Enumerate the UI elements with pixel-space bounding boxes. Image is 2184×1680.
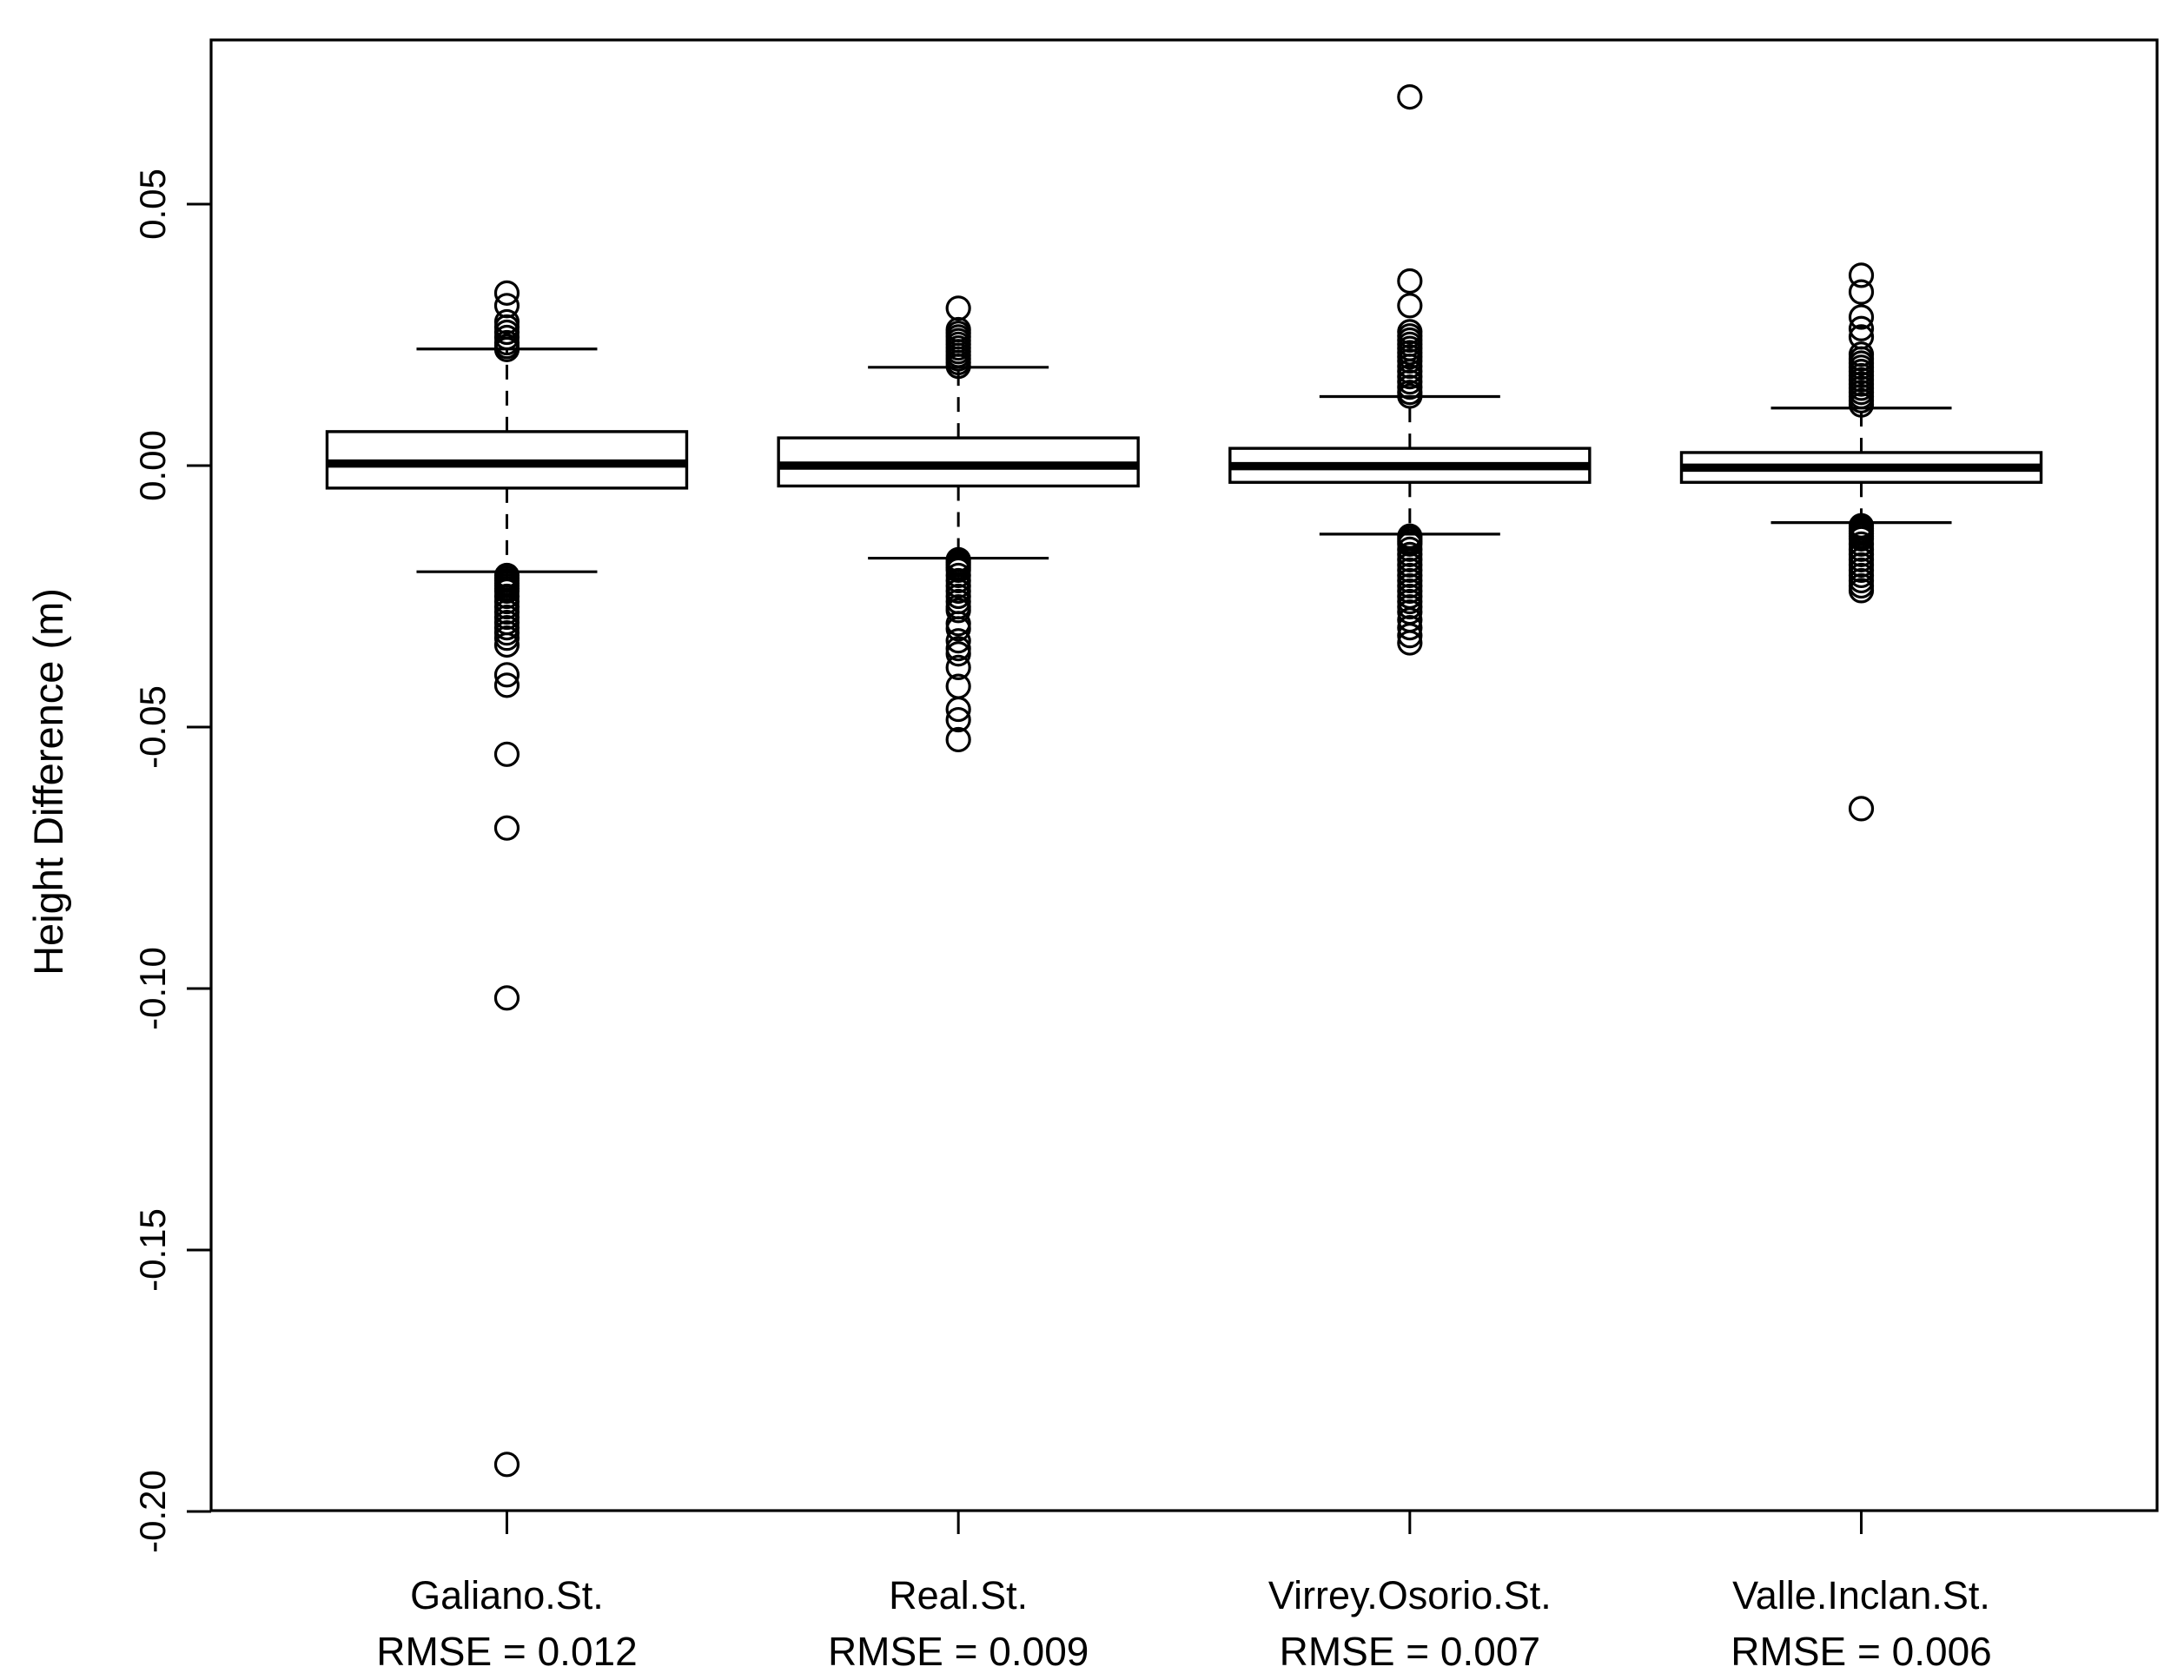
rmse-label-galiano-st: RMSE = 0.012 — [376, 1629, 637, 1674]
outlier-point — [1397, 293, 1423, 319]
y-axis-label: Height Difference (m) — [25, 588, 71, 976]
outlier-point — [1397, 383, 1423, 409]
outlier-point — [493, 632, 520, 658]
outlier-point — [493, 672, 520, 698]
rmse-label-virrey-osorio-st: RMSE = 0.007 — [1280, 1629, 1540, 1674]
outlier-point — [493, 280, 520, 306]
outlier-point — [1848, 304, 1875, 330]
outlier-point — [1397, 268, 1423, 294]
outlier-point — [945, 706, 971, 733]
rmse-label-real-st: RMSE = 0.009 — [828, 1629, 1089, 1674]
outlier-point — [1848, 262, 1875, 288]
outlier-point — [945, 295, 971, 321]
plot-border — [209, 38, 2159, 1512]
outlier-point — [945, 726, 971, 753]
outlier-point — [1397, 615, 1423, 641]
outlier-point — [1397, 630, 1423, 656]
outlier-point — [1848, 315, 1875, 341]
outlier-point — [493, 741, 520, 767]
outlier-point — [1848, 392, 1875, 418]
y-tick-label: 0.05 — [132, 169, 173, 240]
outlier-point — [945, 696, 971, 723]
outlier-point — [945, 616, 971, 642]
outlier-point — [493, 985, 520, 1011]
outlier-point — [1848, 279, 1875, 305]
category-label-virrey-osorio-st: Virrey.Osorio.St. — [1268, 1573, 1552, 1617]
outlier-point — [493, 662, 520, 688]
outlier-point — [1397, 83, 1423, 110]
boxplot-galiano-st: Galiano.St. RMSE = 0.012 — [325, 280, 689, 1674]
outlier-point — [945, 641, 971, 667]
outlier-point — [493, 1452, 520, 1478]
outlier-point — [945, 598, 971, 624]
outlier-point — [1848, 796, 1875, 822]
outlier-point — [493, 625, 520, 651]
boxplot-valle-inclan-st: Valle.Inclan.St. RMSE = 0.006 — [1679, 262, 2043, 1674]
outlier-point — [493, 815, 520, 841]
y-tick-label: -0.20 — [132, 1470, 173, 1553]
outlier-point — [1397, 623, 1423, 649]
y-tick-label: 0.00 — [132, 430, 173, 501]
boxplot-real-st: Real.St. RMSE = 0.009 — [777, 295, 1140, 1674]
category-label-galiano-st: Galiano.St. — [410, 1573, 604, 1617]
category-label-valle-inclan-st: Valle.Inclan.St. — [1732, 1573, 1990, 1617]
outlier-point — [945, 654, 971, 680]
outlier-point — [493, 336, 520, 362]
outlier-point — [945, 628, 971, 654]
rmse-label-valle-inclan-st: RMSE = 0.006 — [1731, 1629, 1991, 1674]
y-tick-label: -0.15 — [132, 1208, 173, 1292]
category-label-real-st: Real.St. — [889, 1573, 1028, 1617]
y-tick-label: -0.10 — [132, 947, 173, 1030]
outlier-point — [1848, 578, 1875, 604]
boxplot-virrey-osorio-st: Virrey.Osorio.St. RMSE = 0.007 — [1228, 83, 1592, 1674]
outlier-point — [945, 354, 971, 380]
y-tick-label: -0.05 — [132, 685, 173, 769]
